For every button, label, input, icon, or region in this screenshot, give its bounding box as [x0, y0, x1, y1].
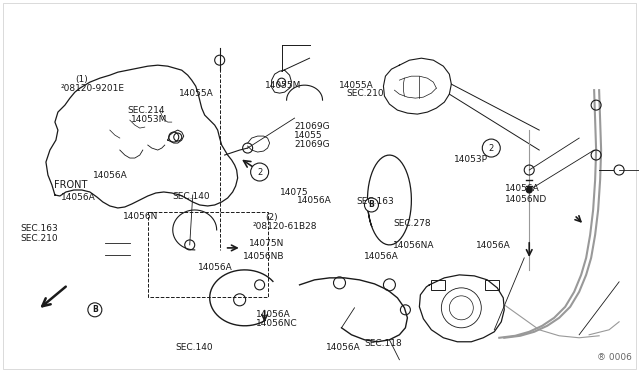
- Text: SEC.278: SEC.278: [393, 219, 431, 228]
- Text: 14055M: 14055M: [265, 81, 301, 90]
- Text: 21069G: 21069G: [294, 140, 330, 149]
- Text: 14056A: 14056A: [505, 185, 540, 193]
- Text: SEC.118: SEC.118: [364, 339, 402, 348]
- Text: 14056A: 14056A: [476, 241, 511, 250]
- Text: ²08120-61B28: ²08120-61B28: [252, 222, 317, 231]
- Text: 2: 2: [489, 144, 494, 153]
- Circle shape: [251, 163, 269, 181]
- Text: 14056A: 14056A: [255, 310, 291, 319]
- Circle shape: [526, 187, 532, 193]
- Text: 14056A: 14056A: [364, 252, 399, 261]
- Text: SEC.210: SEC.210: [346, 89, 384, 98]
- Circle shape: [88, 303, 102, 317]
- Text: 14056A: 14056A: [297, 196, 332, 205]
- Text: ²08120-9201E: ²08120-9201E: [61, 84, 125, 93]
- Text: 14056NC: 14056NC: [255, 319, 297, 328]
- Text: 14055: 14055: [294, 131, 323, 140]
- Bar: [485, 280, 499, 290]
- Text: 21069G: 21069G: [294, 122, 330, 131]
- Text: 14053P: 14053P: [454, 155, 488, 164]
- Text: SEC.140: SEC.140: [173, 192, 210, 201]
- Text: (1): (1): [76, 75, 88, 84]
- Text: SEC.163: SEC.163: [356, 197, 394, 206]
- Text: 14056ND: 14056ND: [505, 195, 547, 203]
- Text: B: B: [92, 305, 98, 314]
- Bar: [148, 212, 268, 297]
- Text: 14056A: 14056A: [198, 263, 233, 272]
- Text: SEC.163: SEC.163: [20, 224, 58, 233]
- Text: SEC.140: SEC.140: [176, 343, 213, 352]
- Text: 14056A: 14056A: [326, 343, 361, 352]
- Text: (2): (2): [265, 213, 278, 222]
- Text: 2: 2: [257, 167, 262, 177]
- Text: FRONT: FRONT: [54, 180, 88, 190]
- Text: 14056A: 14056A: [93, 171, 127, 180]
- Text: 14055A: 14055A: [179, 89, 214, 97]
- Text: ® 0006: ® 0006: [597, 353, 632, 362]
- Circle shape: [364, 198, 378, 212]
- Text: B: B: [369, 201, 374, 209]
- Text: 14056NA: 14056NA: [393, 241, 435, 250]
- Bar: [431, 280, 445, 290]
- Text: 14075N: 14075N: [249, 239, 285, 248]
- Text: 14056NB: 14056NB: [243, 252, 284, 261]
- Text: 14075: 14075: [280, 188, 308, 197]
- Text: 14055A: 14055A: [339, 81, 374, 90]
- Circle shape: [483, 139, 500, 157]
- Text: 14056A: 14056A: [61, 193, 95, 202]
- Text: SEC.210: SEC.210: [20, 234, 58, 243]
- Text: SEC.214: SEC.214: [128, 106, 165, 115]
- Text: 14056N: 14056N: [124, 212, 159, 221]
- Text: 14053M: 14053M: [131, 115, 168, 124]
